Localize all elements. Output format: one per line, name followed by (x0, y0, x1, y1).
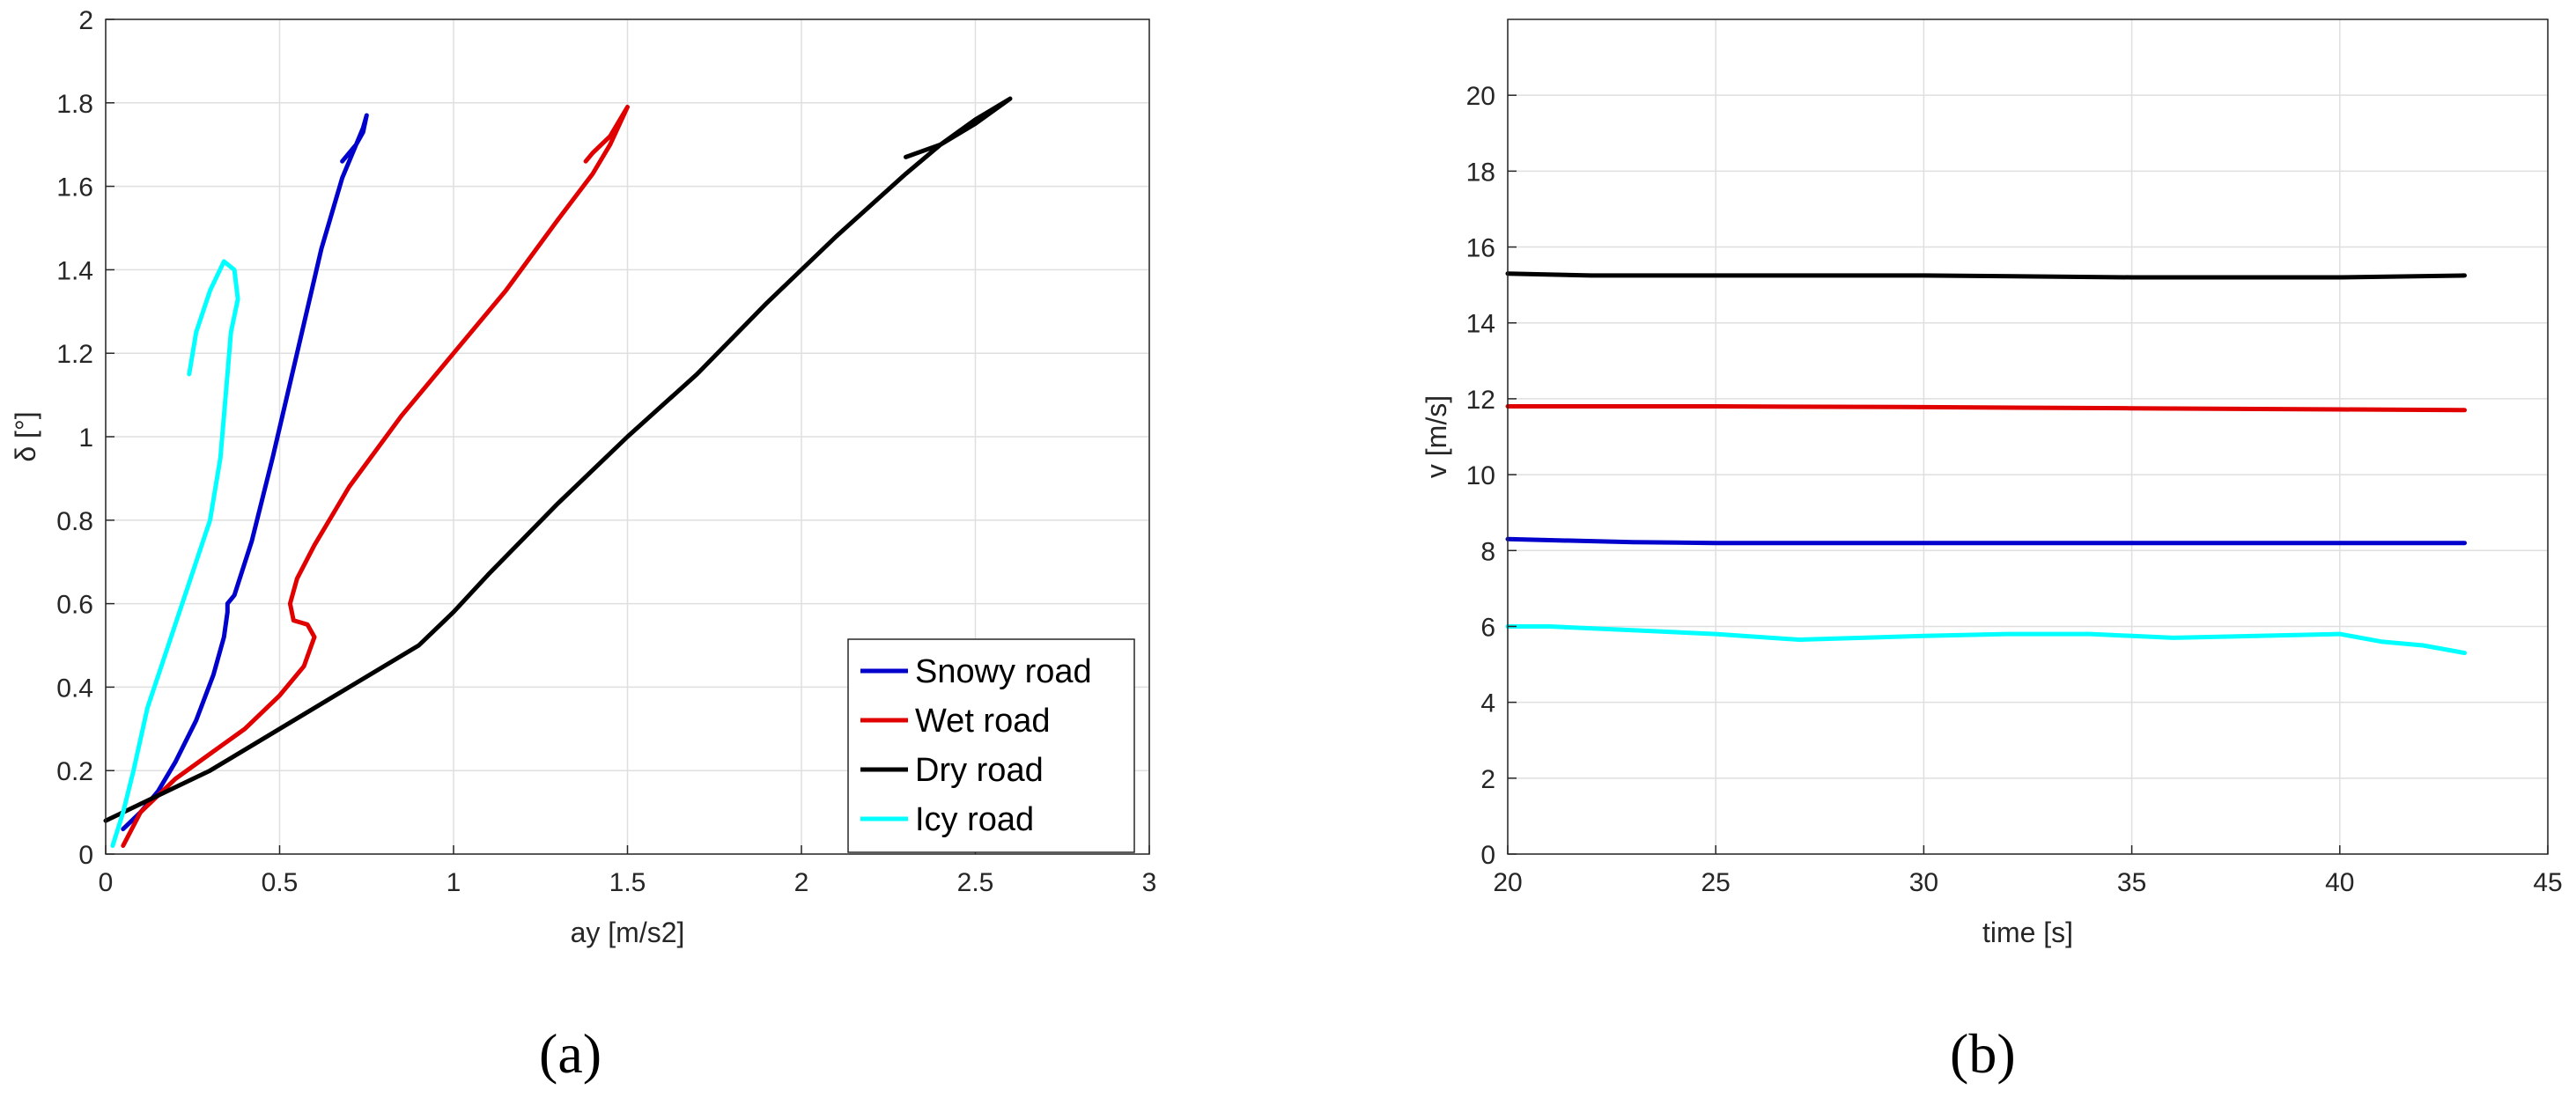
x-tick-label: 2.5 (957, 868, 994, 897)
y-tick-label: 1.8 (56, 90, 93, 119)
x-tick-label: 30 (1909, 868, 1938, 897)
legend-label: Snowy road (915, 653, 1092, 690)
y-tick-label: 16 (1466, 234, 1495, 263)
y-tick-label: 20 (1466, 82, 1495, 111)
y-tick-label: 2 (78, 6, 93, 35)
series-line-1 (1505, 404, 2467, 413)
y-tick-label: 1 (78, 424, 93, 453)
x-tick-label: 1.5 (609, 868, 646, 897)
y-tick-label: 1.4 (56, 256, 93, 285)
plot-a: 0 0.5 1 1.5 2 2.5 3 0 0.2 0.4 0.6 0.8 1 1.2 1.4 1.6 1.8 2… (10, 6, 1156, 948)
series-line-0 (1505, 271, 2467, 280)
x-tick-label: 1 (447, 868, 461, 897)
plot-area (1508, 19, 2548, 854)
series-line-0 (121, 113, 369, 832)
y-axis-label: v [m/s] (1421, 395, 1452, 478)
x-tick-label: 25 (1701, 868, 1731, 897)
panel-label-b: (b) (1950, 1022, 2016, 1085)
y-tick-label: 18 (1466, 158, 1495, 187)
x-tick-label: 2 (794, 868, 809, 897)
x-tick-label: 45 (2533, 868, 2562, 897)
y-tick-label: 0 (1480, 841, 1495, 870)
x-axis-label: ay [m/s2] (571, 917, 685, 948)
y-tick-label: 2 (1480, 765, 1495, 794)
x-tick-label: 40 (2325, 868, 2354, 897)
y-tick-label: 0.6 (56, 591, 93, 620)
legend-label: Dry road (915, 752, 1044, 789)
y-tick-label: 14 (1466, 310, 1495, 339)
legend-label: Icy road (915, 801, 1034, 838)
panel-label-a: (a) (539, 1022, 602, 1085)
y-tick-label: 0 (78, 841, 93, 870)
x-tick-label: 35 (2117, 868, 2146, 897)
legend-label: Wet road (915, 703, 1050, 740)
series-line-3 (110, 259, 240, 848)
y-tick-label: 4 (1480, 689, 1495, 718)
plot-b: 20 25 30 35 40 45 0 2 4 6 8 10 12 14 16 18 20 time [s] v [… (1421, 18, 2563, 948)
x-tick-label: 3 (1142, 868, 1157, 897)
series-line-2 (1505, 536, 2467, 546)
y-tick-label: 6 (1480, 613, 1495, 642)
y-tick-label: 0.4 (56, 674, 93, 703)
y-tick-label: 12 (1466, 386, 1495, 415)
y-tick-label: 0.8 (56, 507, 93, 536)
y-tick-label: 8 (1480, 537, 1495, 566)
series-line-3 (1505, 624, 2467, 656)
series-line-2 (103, 96, 1013, 823)
x-tick-label: 0 (99, 868, 114, 897)
x-tick-label: 20 (1493, 868, 1522, 897)
y-tick-label: 1.2 (56, 340, 93, 369)
y-tick-label: 10 (1466, 461, 1495, 490)
axes-box (1507, 18, 2549, 855)
series-line-1 (121, 105, 630, 848)
y-axis-label: δ [°] (10, 411, 41, 461)
x-tick-label: 0.5 (262, 868, 299, 897)
x-axis-label: time [s] (1982, 917, 2073, 948)
y-tick-label: 0.2 (56, 757, 93, 786)
y-tick-label: 1.6 (56, 173, 93, 203)
